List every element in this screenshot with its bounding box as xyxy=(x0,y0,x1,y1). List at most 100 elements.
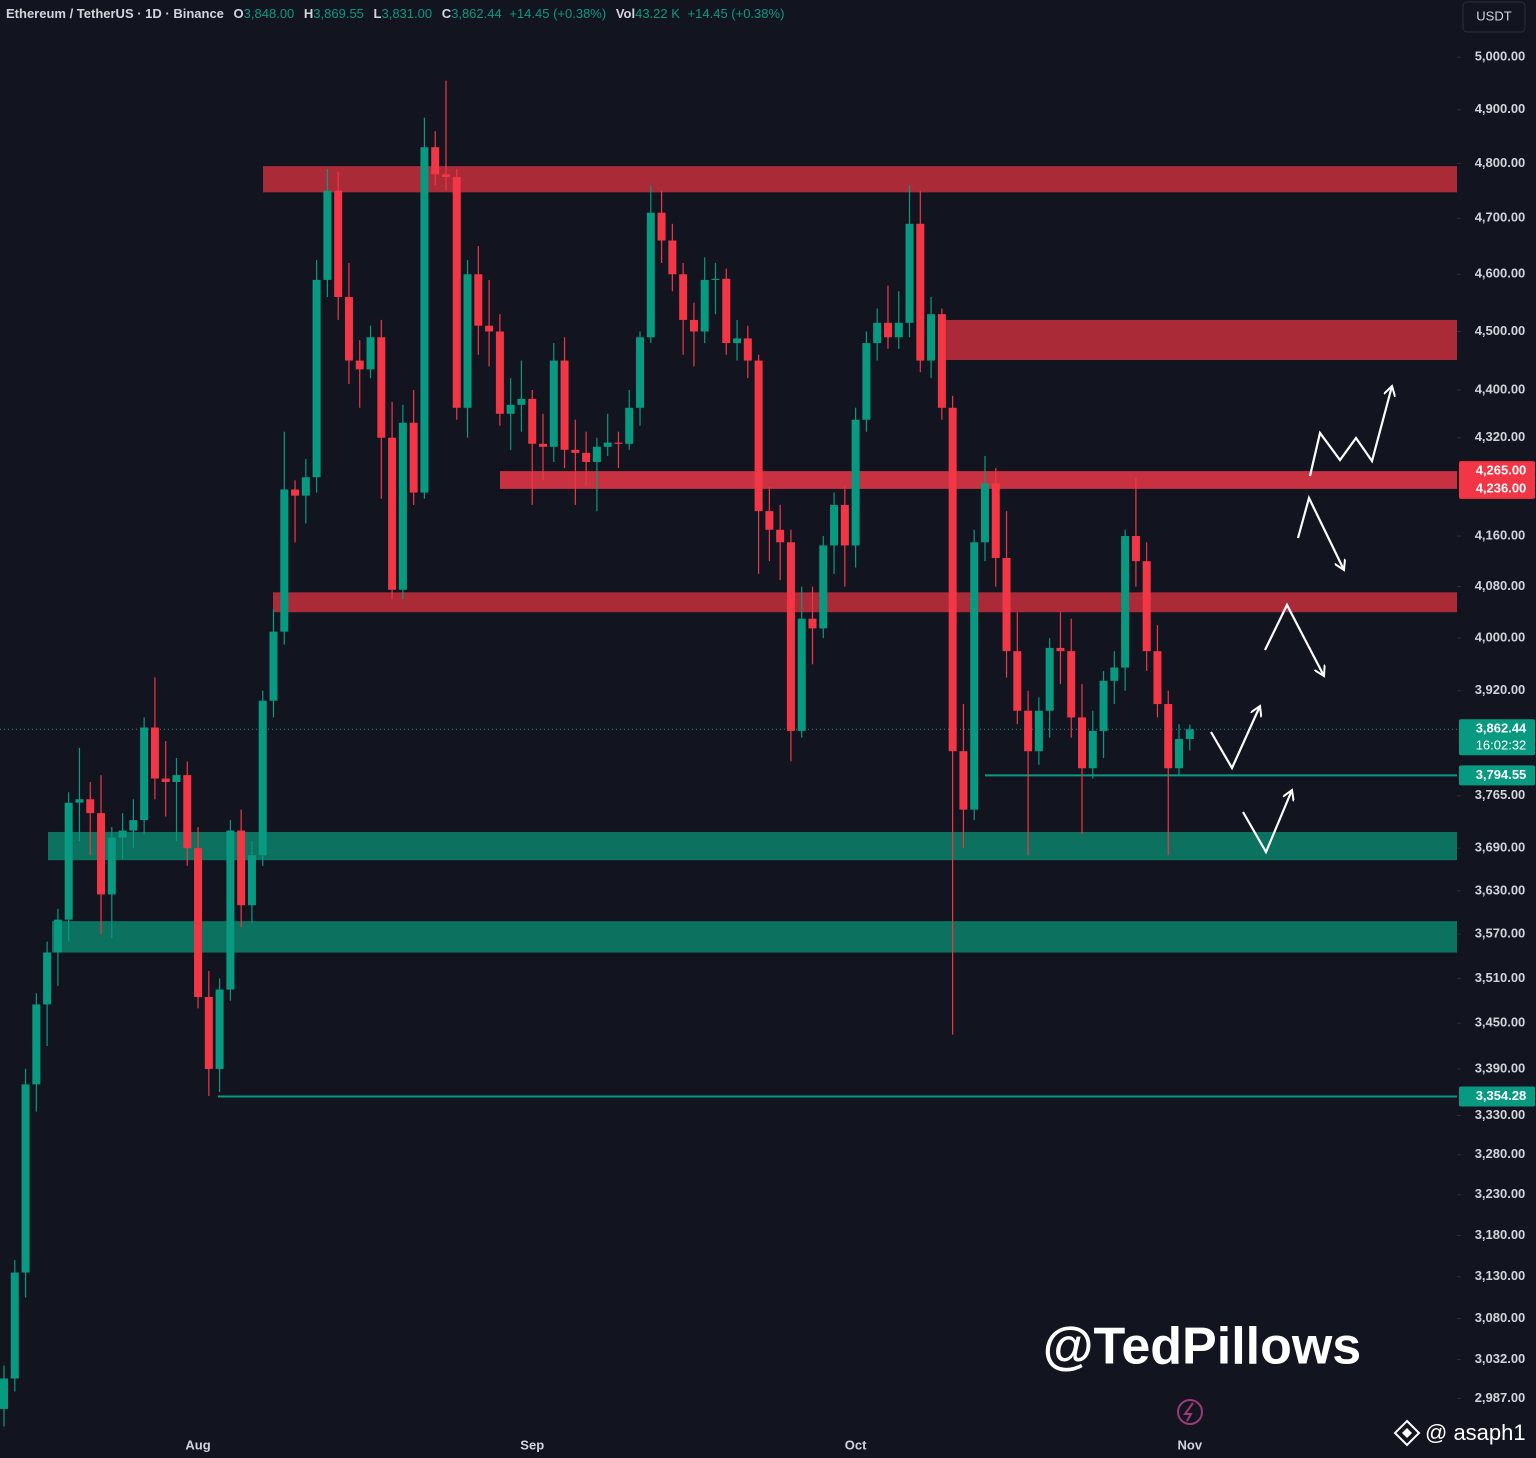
candle-body xyxy=(1024,710,1033,752)
currency-box[interactable] xyxy=(1462,1,1526,33)
candle-body xyxy=(689,319,698,332)
y-tick-label: 3,032.00 xyxy=(1475,1351,1526,1366)
candle-body xyxy=(312,279,321,478)
level-tag: 3,354.28 xyxy=(1476,1088,1527,1103)
chart-header: Ethereum / TetherUS · 1D · Binance O3,84… xyxy=(6,6,784,21)
high-label: H xyxy=(304,6,313,21)
candle-body xyxy=(172,775,181,782)
close-label: C xyxy=(442,6,452,21)
candle-body xyxy=(679,274,688,320)
candle-body xyxy=(32,1004,41,1085)
candle-body xyxy=(474,274,483,326)
candle-body xyxy=(204,996,213,1069)
candle-body xyxy=(991,483,1000,559)
y-tick-label: 4,400.00 xyxy=(1475,381,1526,396)
candle-body xyxy=(75,799,84,803)
candle-body xyxy=(409,422,418,493)
candle-body xyxy=(10,1272,19,1379)
candle-body xyxy=(301,477,310,496)
y-tick-label: 3,180.00 xyxy=(1475,1227,1526,1242)
candle-body xyxy=(150,727,159,779)
candle-body xyxy=(883,322,892,338)
candle-body xyxy=(614,442,623,444)
volume-change: +14.45 (+0.38%) xyxy=(688,6,785,21)
low-value: 3,831.00 xyxy=(381,6,432,21)
candle-body xyxy=(334,190,343,297)
candle-body xyxy=(226,830,235,990)
candle-body xyxy=(247,855,256,906)
candle-body xyxy=(743,338,752,361)
candle-body xyxy=(291,489,300,496)
candle-body xyxy=(1002,558,1011,652)
y-tick-label: 3,510.00 xyxy=(1475,970,1526,985)
last-price-tag: 3,862.44 xyxy=(1476,721,1527,736)
x-tick-label: Nov xyxy=(1178,1437,1203,1452)
candle-body xyxy=(873,322,882,344)
candle-body xyxy=(463,274,472,408)
candle-body xyxy=(937,314,946,408)
last-price-tag-bg xyxy=(1459,719,1535,756)
candle-body xyxy=(549,360,558,447)
y-tick-label: 4,000.00 xyxy=(1475,630,1526,645)
logo-core xyxy=(1402,1428,1412,1438)
candle-body xyxy=(560,360,569,450)
candle-body xyxy=(1056,647,1065,652)
candle-body xyxy=(1099,680,1108,731)
replay-icon[interactable] xyxy=(1177,1399,1203,1425)
candle-body xyxy=(592,446,601,462)
icon-ring[interactable] xyxy=(1177,1399,1203,1425)
candle-body xyxy=(722,278,731,344)
y-tick-label: 3,450.00 xyxy=(1475,1015,1526,1030)
icon-bolt[interactable] xyxy=(1183,1402,1194,1422)
candle-body xyxy=(840,504,849,546)
candle-body xyxy=(1153,651,1162,705)
candle-body xyxy=(43,952,52,1005)
y-tick-label: 3,080.00 xyxy=(1475,1310,1526,1325)
candle-body xyxy=(733,338,742,344)
candle-body xyxy=(377,337,386,438)
y-tick-label: 4,080.00 xyxy=(1475,578,1526,593)
candle-body xyxy=(398,422,407,590)
logo-diamond xyxy=(1393,1419,1421,1447)
candle-body xyxy=(948,407,957,752)
y-tick-label: 3,765.00 xyxy=(1475,787,1526,802)
candle-body xyxy=(269,631,278,701)
open-value: 3,848.00 xyxy=(244,6,295,21)
price-tag: 4,265.00 xyxy=(1476,463,1527,478)
arrow xyxy=(1296,494,1344,570)
candle-body xyxy=(970,542,979,810)
candle-body xyxy=(355,360,364,370)
candle-body xyxy=(107,837,116,895)
candle-body xyxy=(539,443,547,447)
candle-body xyxy=(528,398,537,444)
candle-body xyxy=(786,542,795,731)
candle-body xyxy=(927,314,936,361)
credit: @ asaph1 xyxy=(1425,1420,1526,1445)
y-tick-label: 4,900.00 xyxy=(1475,101,1526,116)
candle-body xyxy=(1142,561,1151,652)
zone xyxy=(273,592,1457,613)
zone xyxy=(52,921,1457,953)
candle-body xyxy=(420,147,429,493)
candle-body xyxy=(1164,704,1173,769)
y-tick-label: 4,700.00 xyxy=(1475,210,1526,225)
candle-body xyxy=(21,1084,30,1273)
candle-body xyxy=(194,848,203,997)
y-tick-label: 3,280.00 xyxy=(1475,1146,1526,1161)
y-tick-label: 2,987.00 xyxy=(1475,1390,1526,1405)
candle-body xyxy=(258,700,267,856)
change: +14.45 (+0.38%) xyxy=(509,6,606,21)
candle-body xyxy=(1175,738,1184,769)
candle-body xyxy=(280,489,289,632)
price-tag-bg xyxy=(1459,478,1535,499)
y-tick-label: 3,230.00 xyxy=(1475,1186,1526,1201)
low-label: L xyxy=(374,6,382,21)
candle-body xyxy=(765,511,774,530)
close-value: 3,862.44 xyxy=(451,6,502,21)
volume-label: Vol xyxy=(616,6,635,21)
countdown: 16:02:32 xyxy=(1476,738,1527,753)
currency[interactable]: USDT xyxy=(1476,8,1511,23)
candle-body xyxy=(851,419,860,546)
